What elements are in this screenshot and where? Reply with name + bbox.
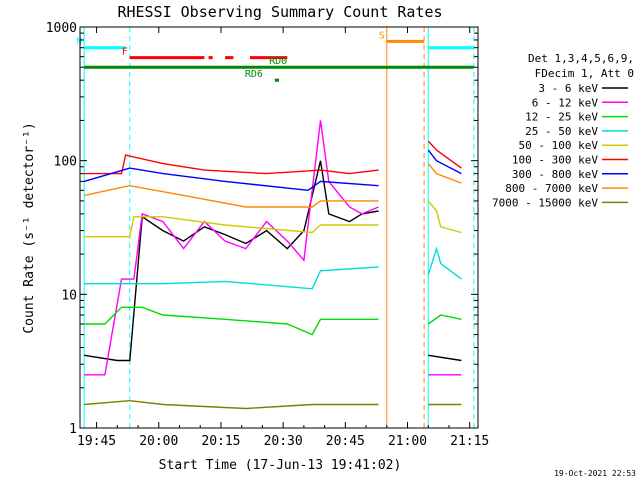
legend-label-0: 3 - 6 keV <box>538 82 598 95</box>
legend-label-3: 25 - 50 keV <box>525 125 598 138</box>
series-line-1-0 <box>84 120 379 376</box>
y-axis-label: Count Rate (s⁻¹ detector⁻¹) <box>22 122 37 333</box>
legend-label-5: 100 - 300 keV <box>512 154 598 167</box>
status-bar-label-rd0: RD0 <box>269 56 287 67</box>
series-line-3-0 <box>84 266 379 290</box>
series-line-4-1 <box>427 200 462 234</box>
x-tick-label-2: 20:15 <box>201 434 240 449</box>
legend-label-2: 12 - 25 keV <box>525 111 598 124</box>
chart-title: RHESSI Observing Summary Count Rates <box>117 3 442 21</box>
series-line-4-0 <box>84 216 379 238</box>
y-tick-label-1: 10 <box>61 288 77 303</box>
series-line-5-1 <box>427 140 462 169</box>
x-tick-label-0: 19:45 <box>77 434 116 449</box>
series-line-5-0 <box>84 154 379 175</box>
x-tick-label-4: 20:45 <box>326 434 365 449</box>
legend-label-8: 7000 - 15000 keV <box>492 196 598 209</box>
status-bar-label-rd6: RD6 <box>245 69 263 80</box>
x-axis-label: Start Time (17-Jun-13 19:41:02) <box>159 458 402 473</box>
y-tick-label-2: 100 <box>54 155 77 170</box>
plot-area: N S F RD0 RD6 19:45 20:00 20:15 20:30 20:45 21:00 2… <box>46 21 490 449</box>
legend-label-4: 50 - 100 keV <box>519 139 599 152</box>
series-line-3-1 <box>427 246 462 280</box>
plot-frame <box>79 26 479 429</box>
series-line-7-1 <box>427 163 462 184</box>
x-tick-label-3: 20:30 <box>264 434 303 449</box>
x-tick-label-1: 20:00 <box>139 434 178 449</box>
y-tick-label-0: 1 <box>69 422 77 437</box>
series-line-6-0 <box>83 167 379 192</box>
series-line-0-1 <box>428 354 462 362</box>
legend-header-1: Det 1,3,4,5,6,9, <box>528 52 634 65</box>
series-line-2-0 <box>84 306 379 336</box>
series-line-0-0 <box>83 160 379 362</box>
y-tick-label-3: 1000 <box>46 21 77 36</box>
status-bar-label-f: F <box>122 47 128 58</box>
legend-label-1: 6 - 12 keV <box>532 96 599 109</box>
legend-header-2: FDecim 1, Att 0 <box>535 67 634 80</box>
series-line-8-0 <box>84 399 379 410</box>
series-line-7-0 <box>83 184 379 208</box>
x-tick-label-6: 21:15 <box>450 434 489 449</box>
status-bar-label-n: N <box>76 37 82 48</box>
status-bar-label-s: S <box>379 30 385 41</box>
legend-label-6: 300 - 800 keV <box>512 168 598 181</box>
series-line-2-1 <box>427 314 462 325</box>
legend-label-7: 800 - 7000 keV <box>505 182 598 195</box>
x-tick-label-5: 21:00 <box>388 434 427 449</box>
series-line-6-1 <box>427 149 462 175</box>
footer-timestamp: 19-Oct-2021 22:53 <box>554 469 636 478</box>
